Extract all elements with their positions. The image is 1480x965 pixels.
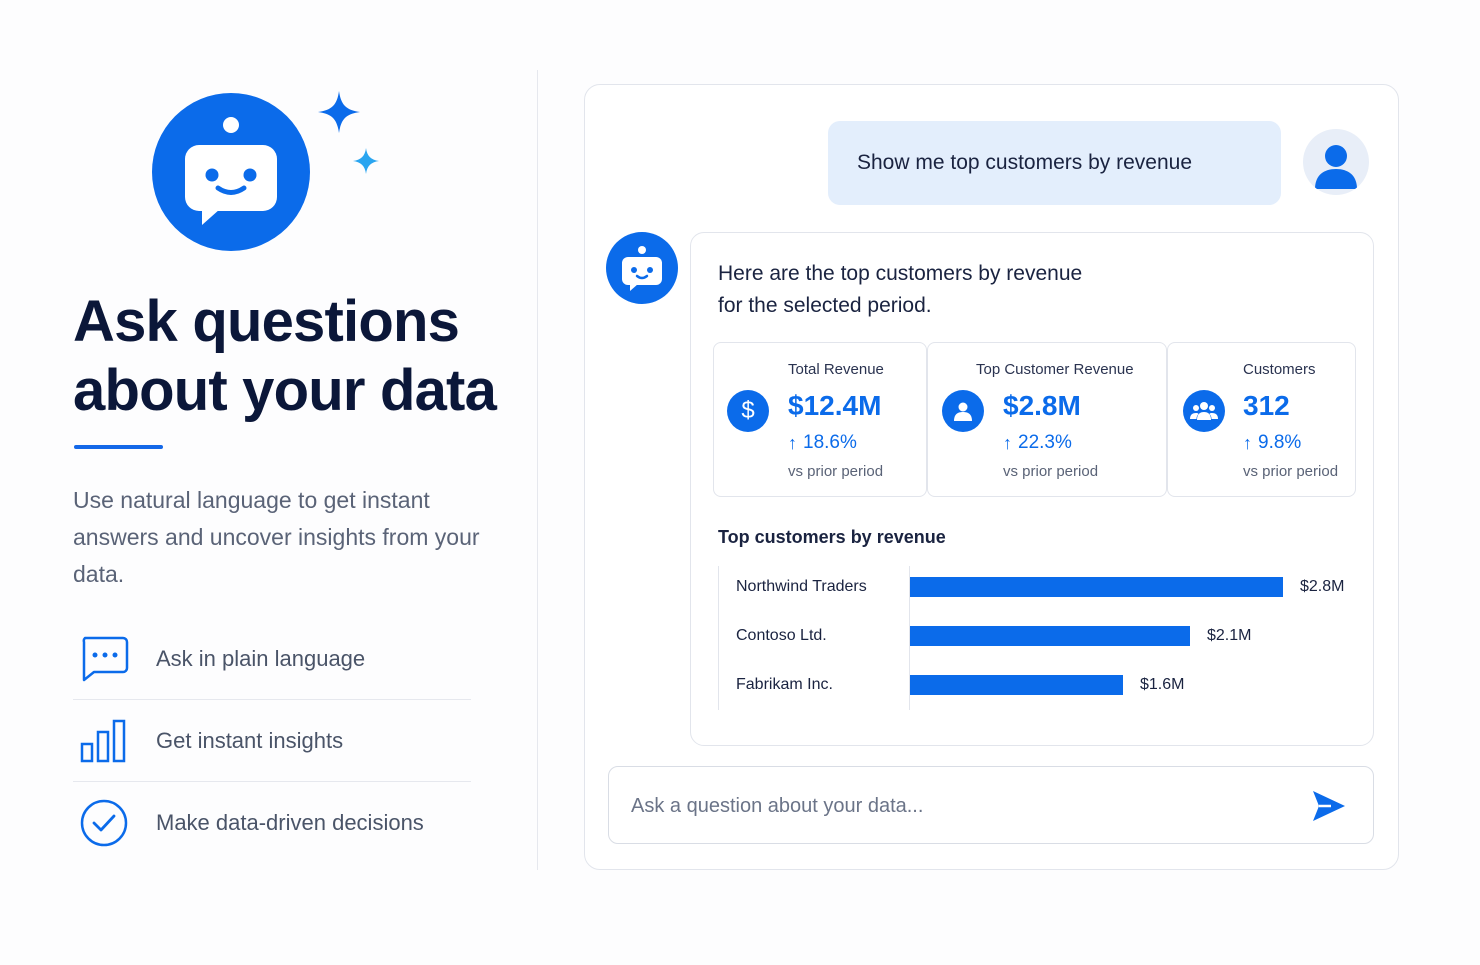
kpi-card-customers: Customers 312 ↑ 9.8% vs prior period bbox=[1167, 342, 1356, 497]
kpi-change: ↑ 18.6% bbox=[788, 432, 857, 454]
kpi-change-value: 22.3% bbox=[1018, 432, 1072, 453]
panel-divider bbox=[537, 70, 538, 870]
feature-item-instant-insights: Get instant insights bbox=[73, 700, 471, 782]
feature-label: Get instant insights bbox=[156, 727, 344, 753]
kpi-compare: vs prior period bbox=[788, 463, 884, 480]
chart-category-label: Contoso Ltd. bbox=[736, 627, 827, 644]
headline-underline bbox=[74, 445, 163, 449]
headline-line-2: about your data bbox=[73, 358, 497, 423]
bar-chart-icon bbox=[73, 713, 135, 769]
user-message-bubble: Show me top customers by revenue bbox=[828, 121, 1281, 205]
chart-value-label: $1.6M bbox=[1140, 676, 1185, 693]
arrow-up-icon: ↑ bbox=[788, 432, 797, 453]
kpi-value: $2.8M bbox=[1003, 390, 1081, 421]
chart-value-label: $2.1M bbox=[1207, 627, 1252, 644]
dollar-icon: $ bbox=[727, 390, 769, 432]
chart-title: Top customers by revenue bbox=[718, 527, 946, 547]
chart-axis-line bbox=[718, 566, 719, 710]
check-circle-icon bbox=[73, 795, 135, 851]
bot-message-line-1: Here are the top customers by revenue bbox=[718, 262, 1083, 285]
kpi-title: Top Customer Revenue bbox=[976, 361, 1134, 378]
kpi-title: Total Revenue bbox=[788, 361, 884, 378]
chart-axis-baseline bbox=[909, 566, 910, 710]
chart-value-label: $2.8M bbox=[1300, 578, 1345, 595]
kpi-value: 312 bbox=[1243, 390, 1290, 421]
robot-avatar-icon bbox=[152, 93, 310, 251]
kpi-value: $12.4M bbox=[788, 390, 882, 421]
group-icon bbox=[1183, 390, 1225, 432]
kpi-title: Customers bbox=[1243, 361, 1316, 378]
kpi-change-value: 9.8% bbox=[1258, 432, 1302, 453]
person-icon bbox=[942, 390, 984, 432]
feature-label: Make data-driven decisions bbox=[156, 810, 424, 835]
sparkle-large-icon bbox=[318, 91, 360, 133]
arrow-up-icon: ↑ bbox=[1003, 432, 1012, 453]
bot-message-text: Here are the top customers by revenue fo… bbox=[718, 258, 1178, 322]
send-icon bbox=[1313, 791, 1345, 821]
kpi-compare: vs prior period bbox=[1243, 463, 1339, 480]
kpi-change: ↑ 22.3% bbox=[1003, 432, 1072, 454]
send-button[interactable] bbox=[1306, 785, 1352, 827]
page-title: Ask questions about your data bbox=[73, 287, 497, 425]
kpi-change-value: 18.6% bbox=[803, 432, 857, 453]
feature-item-data-driven: Make data-driven decisions bbox=[73, 782, 471, 864]
sparkle-small-icon bbox=[353, 148, 379, 174]
headline-line-1: Ask questions bbox=[73, 289, 460, 354]
user-avatar-icon bbox=[1303, 129, 1369, 195]
chart-bar bbox=[910, 577, 1283, 597]
hero-subtext: Use natural language to get instant answ… bbox=[73, 487, 480, 587]
feature-item-plain-language: Ask in plain language bbox=[73, 618, 471, 700]
kpi-card-top-customer: Top Customer Revenue $2.8M ↑ 22.3% vs pr… bbox=[927, 342, 1167, 497]
chat-input[interactable] bbox=[631, 787, 1291, 825]
arrow-up-icon: ↑ bbox=[1243, 432, 1252, 453]
kpi-card-total-revenue: $ Total Revenue $12.4M ↑ 18.6% vs prior … bbox=[713, 342, 927, 497]
feature-list: Ask in plain language Get instant insigh… bbox=[73, 618, 471, 864]
chat-bubble-icon bbox=[73, 631, 135, 687]
bot-avatar-icon bbox=[606, 232, 678, 304]
bot-message-line-2: for the selected period. bbox=[718, 294, 932, 317]
left-panel: Ask questions about your data Use natura… bbox=[0, 0, 538, 965]
kpi-compare: vs prior period bbox=[1003, 463, 1099, 480]
chart-bar bbox=[910, 626, 1190, 646]
chart-category-label: Northwind Traders bbox=[736, 578, 867, 595]
feature-label: Ask in plain language bbox=[156, 645, 366, 671]
chat-input-box bbox=[608, 766, 1374, 844]
chart-bar bbox=[910, 675, 1123, 695]
chart-category-label: Fabrikam Inc. bbox=[736, 676, 833, 693]
kpi-change: ↑ 9.8% bbox=[1243, 432, 1301, 454]
user-message-text: Show me top customers by revenue bbox=[857, 151, 1192, 174]
